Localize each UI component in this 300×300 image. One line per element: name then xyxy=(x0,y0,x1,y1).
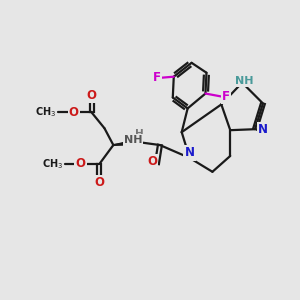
Polygon shape xyxy=(113,139,139,145)
Text: O: O xyxy=(76,158,85,170)
Text: CH$_3$: CH$_3$ xyxy=(35,106,56,119)
Text: F: F xyxy=(153,71,161,84)
Text: CH$_3$: CH$_3$ xyxy=(42,157,63,171)
Text: H: H xyxy=(135,129,143,139)
Text: O: O xyxy=(94,176,104,189)
Text: O: O xyxy=(69,106,79,119)
Text: O: O xyxy=(147,155,157,168)
Text: N: N xyxy=(184,146,195,160)
Text: O: O xyxy=(86,89,97,102)
Text: N: N xyxy=(258,123,268,136)
Text: NH: NH xyxy=(124,135,142,145)
Text: F: F xyxy=(222,90,230,103)
Text: NH: NH xyxy=(235,76,254,85)
